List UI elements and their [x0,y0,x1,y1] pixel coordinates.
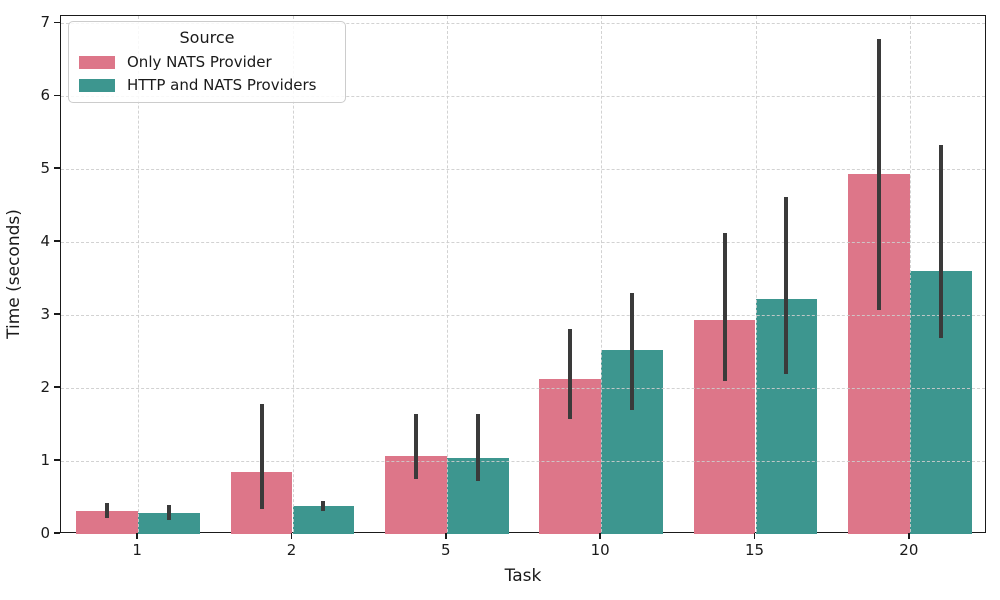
grid-layer [61,16,985,532]
gridline-vertical [909,16,911,532]
y-tick-mark [54,459,60,461]
gridline-horizontal [61,461,985,463]
bar-http-nats-task-2 [292,506,355,534]
x-tick-mark [908,533,910,539]
y-tick-label: 5 [40,159,50,178]
y-tick-label: 4 [40,232,50,251]
y-tick-mark [54,313,60,315]
y-tick-label: 6 [40,86,50,105]
gridline-horizontal [61,96,985,98]
x-axis-label: Task [504,566,542,586]
bar-http-nats-task-1 [138,512,200,534]
x-tick-mark [599,533,601,539]
gridline-vertical [446,16,448,532]
y-tick-label: 1 [40,451,50,470]
x-tick-label: 15 [744,541,765,559]
gridline-vertical [601,16,603,532]
y-tick-label: 2 [40,378,50,397]
error-bar [938,145,943,339]
error-bar [105,502,110,518]
bar-only-nats-task-1 [76,511,139,534]
error-bar [630,293,635,410]
legend-item-only-nats: Only NATS Provider [79,53,335,71]
x-tick-label: 2 [286,541,297,559]
error-bar [568,328,573,419]
gridline-horizontal [61,315,985,317]
y-tick-mark [54,532,60,534]
error-bar [167,504,172,521]
error-bar [321,501,326,511]
error-bar [413,413,418,479]
bars-layer [61,16,985,534]
gridline-horizontal [61,242,985,244]
gridline-horizontal [61,169,985,171]
gridline-horizontal [61,388,985,390]
x-tick-mark [136,533,138,539]
y-tick-mark [54,386,60,388]
legend-item-http-nats: HTTP and NATS Providers [79,76,335,94]
error-bar [784,196,789,375]
error-bar [876,39,881,311]
legend: Source Only NATS Provider HTTP and NATS … [68,21,346,103]
gridline-vertical [292,16,294,532]
error-bar [722,233,727,381]
gridline-vertical [755,16,757,532]
x-tick-mark [753,533,756,539]
y-tick-label: 7 [40,13,50,32]
error-bar [259,404,264,510]
x-tick-label: 20 [899,541,919,559]
x-tick-label: 5 [441,541,451,559]
legend-swatch-http-nats-icon [79,78,115,92]
y-tick-mark [54,94,60,96]
y-tick-mark [54,21,60,24]
legend-title: Source [179,28,235,47]
x-tick-mark [290,533,293,539]
error-bar [475,414,480,481]
y-tick-mark [54,240,60,242]
y-tick-mark [54,167,60,169]
x-tick-label: 10 [590,541,610,559]
legend-label-only-nats: Only NATS Provider [127,53,272,71]
legend-swatch-only-nats-icon [79,55,115,69]
plot-area [60,15,986,534]
legend-label-http-nats: HTTP and NATS Providers [127,76,317,94]
gridline-vertical [138,16,140,532]
y-tick-label: 0 [40,524,50,542]
x-tick-label: 1 [132,541,142,559]
y-tick-label: 3 [40,305,50,324]
gridline-horizontal [61,23,985,25]
error-bars-layer [61,16,985,532]
x-tick-mark [445,533,447,539]
y-axis-label: Time (seconds) [4,209,24,339]
